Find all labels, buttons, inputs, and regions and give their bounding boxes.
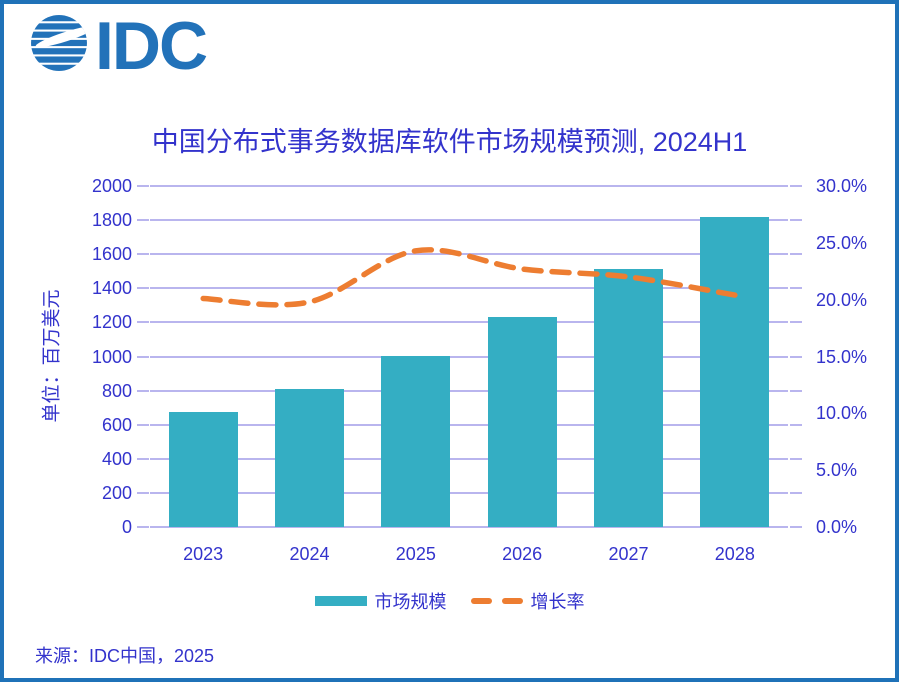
right-axis-tick [790,185,802,187]
left-axis-tick-label: 2000 [91,176,132,196]
x-axis-label-2024: 2024 [289,544,330,564]
right-axis-tick [790,253,802,256]
gridline [150,321,788,324]
right-axis-tick-label: 0.0% [816,517,858,537]
legend-label-growth-rate: 增长率 [530,592,585,612]
left-axis-tick [137,219,149,222]
bar-2025 [381,355,451,527]
gridline [150,389,788,392]
bar-2026 [487,317,557,527]
bar-swatch-icon [314,596,367,606]
gridline [150,219,788,222]
right-axis-tick-label: 20.0% [816,289,868,310]
idc-logo-text: IDC [95,7,208,84]
left-axis-tick [137,287,149,290]
left-axis-tick-label: 1000 [91,346,132,367]
left-axis-tick [137,185,149,187]
chart-title: 中国分布式事务数据库软件市场规模预测, 2024H1 [151,127,748,157]
legend-item-market-size: 市场规模 [314,588,447,614]
left-axis-tick-label: 400 [101,448,132,469]
gridline [150,491,788,494]
right-axis-tick [790,287,802,290]
legend-label-market-size: 市场规模 [374,592,447,612]
gridline [150,185,788,187]
left-axis-tick [137,526,149,528]
bar-2028 [700,216,770,527]
left-axis-tick [137,355,149,358]
gridline [150,526,788,528]
x-axis-label-2026: 2026 [502,544,543,564]
idc-globe-icon [30,14,88,77]
bar-2024 [275,388,344,527]
left-axis-tick-label: 1600 [91,244,132,265]
idc-logo: IDC [30,7,208,84]
left-axis-tick-label: 1400 [91,278,132,299]
right-axis-tick [790,457,802,460]
x-axis-label-2025: 2025 [395,544,436,564]
x-axis-label-2028: 2028 [714,544,755,564]
legend-item-growth-rate: 增长率 [470,588,585,614]
right-axis-tick [790,423,802,426]
growth-rate-line [200,247,738,308]
right-axis-tick-label: 30.0% [816,176,868,196]
left-axis-tick-label: 200 [101,482,132,503]
gridline [150,355,788,358]
left-axis-tick-label: 0 [121,517,132,537]
source-note: 来源：IDC中国，2025 [35,646,215,666]
left-axis-tick [137,389,149,392]
right-axis-tick [790,321,802,324]
bar-2023 [168,411,238,527]
left-axis-tick-label: 600 [101,414,132,435]
left-axis-tick [137,491,149,494]
gridline [150,287,788,290]
left-axis-tick [137,321,149,324]
right-axis-tick-label: 25.0% [816,232,868,253]
chart-legend: 市场规模 增长率 [4,588,895,614]
right-axis-tick [790,526,802,528]
left-axis-tick [137,457,149,460]
gridline [150,423,788,426]
right-axis-tick-label: 15.0% [816,346,868,367]
x-axis-label-2023: 2023 [183,544,224,564]
plot-area [150,186,788,527]
left-axis-tick [137,423,149,426]
x-axis-label-2027: 2027 [608,544,649,564]
right-axis-tick-label: 10.0% [816,403,868,424]
right-axis-tick [790,389,802,392]
gridline [150,457,788,460]
left-axis-tick-label: 1800 [91,210,132,231]
right-axis-tick [790,219,802,222]
bar-2027 [594,268,663,527]
right-axis-tick [790,355,802,358]
dashed-line-swatch-icon [470,598,523,604]
right-axis-tick [790,491,802,494]
chart-area: 单位：百万美元 2000 1800 1600 1400 1200 1000 800 600 40… [4,4,895,678]
left-axis-tick-label: 800 [101,380,132,401]
left-axis-tick [137,253,149,256]
right-axis-tick-label: 5.0% [816,460,858,481]
left-axis-tick-label: 1200 [91,312,132,333]
